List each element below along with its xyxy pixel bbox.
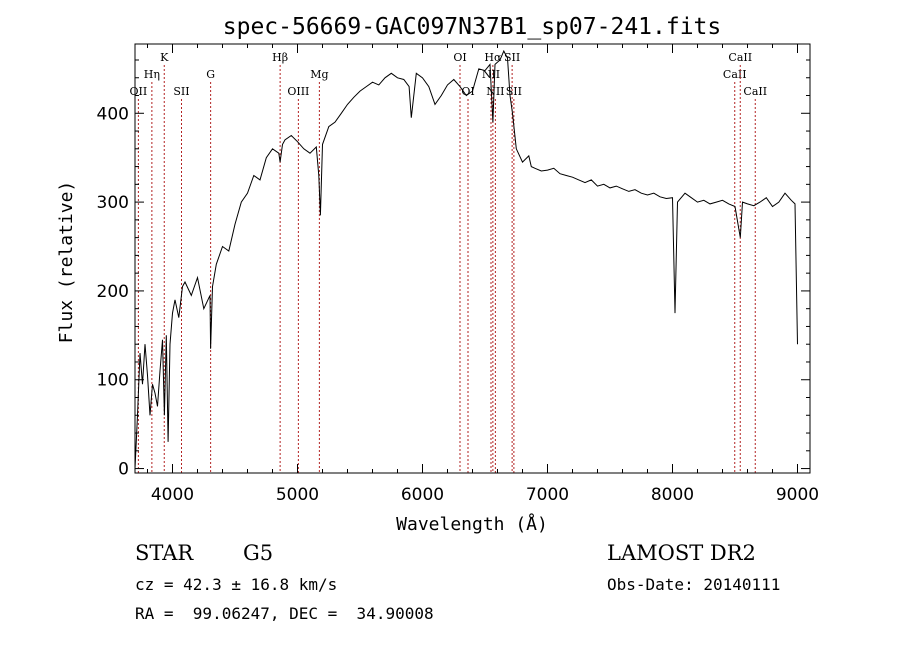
line-marker-label: G (206, 68, 215, 81)
line-marker-label: SII (504, 51, 520, 64)
line-marker-label: SII (506, 85, 522, 98)
x-tick-label: 4000 (151, 485, 194, 505)
obs-date: Obs-Date: 20140111 (607, 575, 780, 594)
line-marker-label: OI (461, 85, 474, 98)
line-marker-label: OI (453, 51, 466, 64)
x-tick-label: 8000 (651, 485, 694, 505)
line-marker-label: CaII (743, 85, 767, 98)
object-subclass: G5 (243, 541, 273, 565)
line-marker-label: K (160, 51, 169, 64)
line-marker-label: Hα (484, 51, 502, 64)
line-marker-label: SII (173, 85, 189, 98)
line-marker-label: OIII (287, 85, 309, 98)
y-axis-ticks: 0 100 200 300 400 (97, 59, 810, 480)
y-axis-label: Flux (relative) (56, 181, 77, 344)
line-marker-label: CaII (723, 68, 747, 81)
survey-name: LAMOST DR2 (607, 541, 756, 565)
velocity-readout: cz = 42.3 ± 16.8 km/s (135, 575, 337, 594)
chart-title: spec-56669-GAC097N37B1_sp07-241.fits (223, 14, 722, 40)
y-tick-label: 0 (118, 460, 129, 480)
y-tick-label: 200 (97, 282, 129, 302)
x-axis-ticks: 4000 5000 6000 7000 8000 9000 (147, 44, 819, 505)
object-type: STAR (135, 541, 194, 565)
spectral-line-markers: OIIHηKSIIGHβOIIIMgOIOIHαNIINIISIISIICaII… (130, 51, 767, 473)
y-tick-label: 100 (97, 371, 129, 391)
line-marker-label: OII (130, 85, 148, 98)
y-tick-label: 300 (97, 193, 129, 213)
x-tick-label: 7000 (526, 485, 569, 505)
x-tick-label: 5000 (276, 485, 319, 505)
coordinates-readout: RA = 99.06247, DEC = 34.90008 (135, 604, 434, 623)
line-marker-label: Hη (144, 68, 160, 81)
x-tick-label: 6000 (401, 485, 444, 505)
x-axis-label: Wavelength (Å) (396, 513, 548, 535)
x-tick-label: 9000 (776, 485, 819, 505)
y-tick-label: 400 (97, 104, 129, 124)
line-marker-label: Hβ (272, 51, 288, 64)
plot-frame (134, 43, 811, 474)
spectrum-line (134, 49, 798, 469)
line-marker-label: Mg (310, 68, 328, 81)
line-marker-label: CaII (728, 51, 752, 64)
line-marker-label: NII (486, 85, 504, 98)
